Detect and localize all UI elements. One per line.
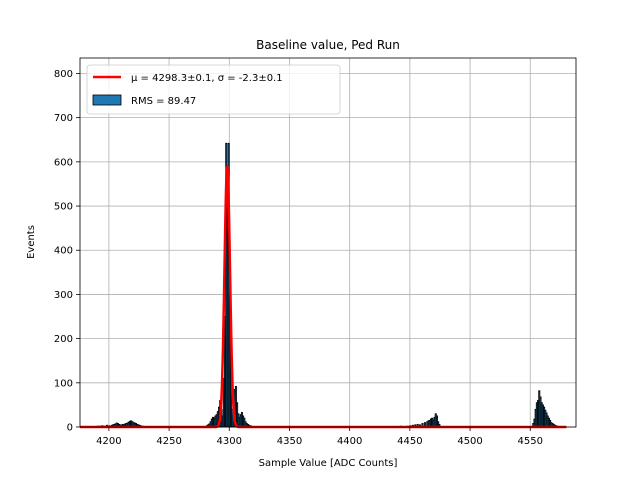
x-tick-label: 4350 bbox=[277, 436, 302, 447]
grid-lines bbox=[80, 58, 576, 428]
x-tick-label: 4550 bbox=[518, 436, 543, 447]
plot-area bbox=[80, 58, 576, 427]
x-tick-label: 4450 bbox=[397, 436, 422, 447]
y-tick-label: 300 bbox=[54, 290, 73, 301]
legend: μ = 4298.3±0.1, σ = -2.3±0.1 RMS = 89.47 bbox=[86, 64, 341, 115]
y-tick-label: 400 bbox=[54, 246, 73, 257]
x-tick-label: 4300 bbox=[217, 436, 242, 447]
y-tick-label: 0 bbox=[67, 423, 73, 434]
chart-title: Baseline value, Ped Run bbox=[256, 38, 400, 52]
y-tick-label: 500 bbox=[54, 202, 73, 213]
plot-frame bbox=[79, 57, 577, 428]
legend-rms-label: RMS = 89.47 bbox=[131, 96, 196, 107]
x-tick-label: 4400 bbox=[337, 436, 362, 447]
legend-rms-swatch bbox=[92, 94, 122, 106]
x-axis-label: Sample Value [ADC Counts] bbox=[259, 458, 398, 469]
y-tick-label: 700 bbox=[54, 113, 73, 124]
x-axis-ticks: 4200 4250 4300 4350 4400 4450 4500 4550 bbox=[96, 427, 543, 447]
x-tick-label: 4500 bbox=[457, 436, 482, 447]
y-axis-label: Events bbox=[26, 225, 37, 259]
legend-fit-label: μ = 4298.3±0.1, σ = -2.3±0.1 bbox=[131, 73, 283, 84]
legend-box bbox=[86, 64, 341, 115]
y-axis-ticks: 0 100 200 300 400 500 600 700 800 bbox=[54, 69, 80, 434]
y-tick-label: 800 bbox=[54, 69, 73, 80]
x-tick-label: 4250 bbox=[156, 436, 181, 447]
y-tick-label: 100 bbox=[54, 378, 73, 389]
y-tick-label: 600 bbox=[54, 157, 73, 168]
y-tick-label: 200 bbox=[54, 334, 73, 345]
x-tick-label: 4200 bbox=[96, 436, 121, 447]
